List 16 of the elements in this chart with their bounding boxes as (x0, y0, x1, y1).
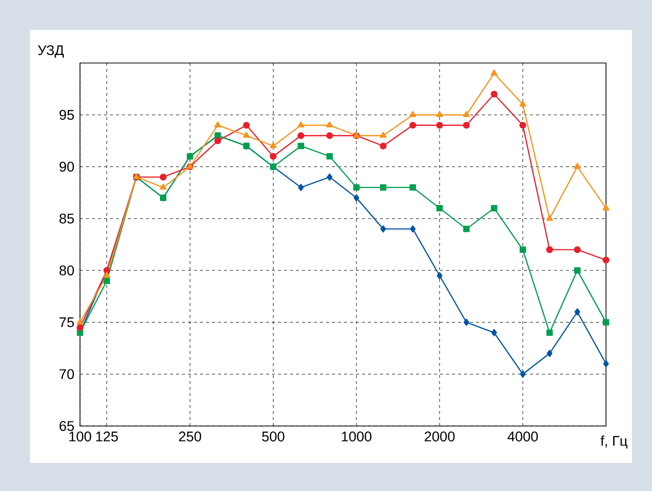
y-tick-label: 75 (60, 317, 74, 328)
y-tick-label: 80 (60, 265, 74, 276)
y-tick-label: 65 (60, 421, 74, 431)
x-axis-title: f, Гц (600, 436, 628, 448)
y-tick-label: 90 (60, 162, 74, 172)
y-axis-title: УЗД (38, 45, 64, 58)
x-tick-label: 500 (262, 432, 284, 442)
x-tick-label: 100 (69, 432, 92, 442)
x-tick-label: 2000 (424, 432, 455, 442)
y-tick-label: 95 (60, 110, 74, 120)
x-tick-label: 1000 (342, 432, 372, 442)
x-tick-label: 4000 (508, 432, 538, 442)
y-tick-label: 70 (60, 369, 74, 380)
x-tick-label: 125 (96, 432, 118, 442)
x-tick-label: 250 (179, 432, 202, 442)
y-tick-label: 85 (60, 214, 74, 224)
